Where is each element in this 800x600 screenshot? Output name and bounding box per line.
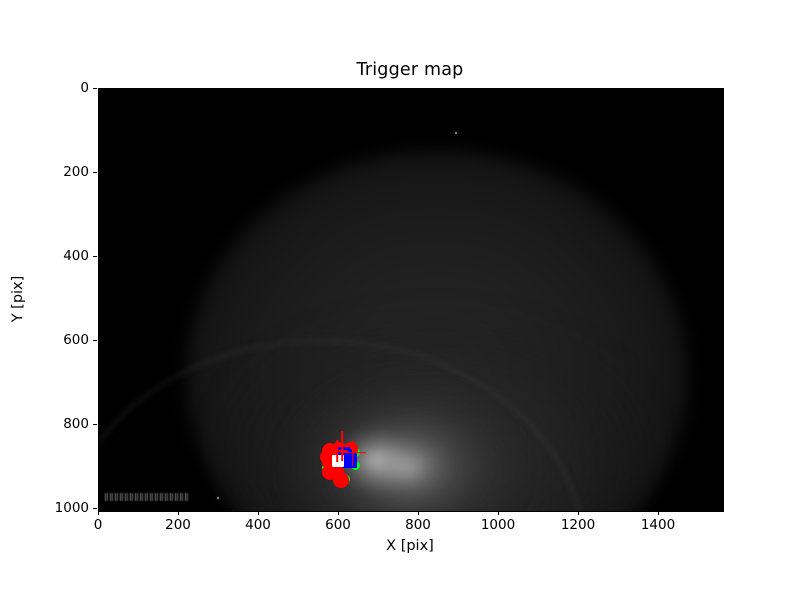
y-axis-label: Y [pix]: [10, 275, 26, 323]
sky-lower-glow: [219, 319, 649, 511]
y-axis-tick: [93, 171, 97, 174]
y-axis-tick: [93, 255, 97, 258]
trigger-marker: [332, 471, 349, 488]
trigger-marker: [344, 442, 358, 457]
x-axis-tick: [498, 511, 500, 515]
x-axis-tick-label: 600: [325, 517, 351, 533]
trigger-marker: [327, 431, 357, 461]
y-axis-tick-label: 0: [80, 80, 89, 96]
y-axis-tick: [93, 423, 97, 426]
x-axis-tick-label: 400: [245, 517, 271, 533]
trigger-marker: [341, 452, 357, 468]
x-axis-tick: [258, 511, 260, 515]
trigger-marker: [321, 464, 329, 472]
y-axis-tick: [93, 507, 97, 510]
x-axis-tick-label: 1400: [640, 517, 676, 533]
x-axis-tick: [418, 511, 420, 515]
page-title: Trigger map: [356, 60, 464, 80]
x-axis-tick-label: 1200: [560, 517, 596, 533]
sky-dome-rim: [187, 151, 687, 511]
x-axis-tick: [98, 511, 100, 515]
x-axis-label: X [pix]: [386, 538, 434, 554]
x-axis-tick: [178, 511, 180, 515]
x-axis-tick: [578, 511, 580, 515]
y-axis-tick-label: 800: [63, 415, 89, 432]
x-axis-tick: [658, 511, 660, 515]
sky-horizon-arc: [99, 339, 585, 511]
trigger-marker: [340, 449, 353, 462]
y-axis-tick-label: 1000: [54, 499, 89, 516]
trigger-marker: [350, 448, 360, 458]
trigger-marker: [340, 440, 366, 466]
y-axis-tick: [93, 88, 97, 90]
trigger-marker: [322, 453, 339, 470]
trigger-marker: [322, 442, 339, 459]
trigger-hotspot-glow: [281, 371, 521, 511]
x-axis-tick-label: 200: [165, 517, 191, 533]
plot-axes-image[interactable]: [98, 88, 724, 512]
trigger-marker: [336, 446, 350, 461]
trigger-marker: [351, 460, 361, 470]
trigger-marker: [342, 474, 351, 483]
camera-timestamp-overlay: [105, 493, 189, 501]
x-axis-tick: [338, 511, 340, 515]
trigger-marker: [332, 472, 341, 481]
trigger-marker: [332, 455, 345, 468]
faint-star-lower-left-marker: [217, 496, 220, 499]
y-axis-tick-label: 200: [63, 163, 89, 180]
trigger-marker: [326, 440, 348, 462]
y-axis-tick-label: 600: [63, 331, 89, 348]
sky-dome-glow: [187, 151, 687, 511]
trigger-marker: [331, 442, 347, 459]
y-axis-tick-label: 400: [63, 247, 89, 264]
trigger-marker: [322, 463, 339, 480]
y-axis-tick: [93, 339, 97, 342]
trigger-marker: [320, 449, 334, 464]
x-axis-tick-label: 0: [93, 517, 103, 533]
trigger-marker: [330, 462, 345, 477]
x-axis-tick-label: 1000: [480, 517, 516, 533]
x-axis-tick-label: 800: [405, 517, 431, 533]
trigger-core-glow: [335, 427, 415, 493]
faint-star-upper-marker: [455, 132, 458, 135]
